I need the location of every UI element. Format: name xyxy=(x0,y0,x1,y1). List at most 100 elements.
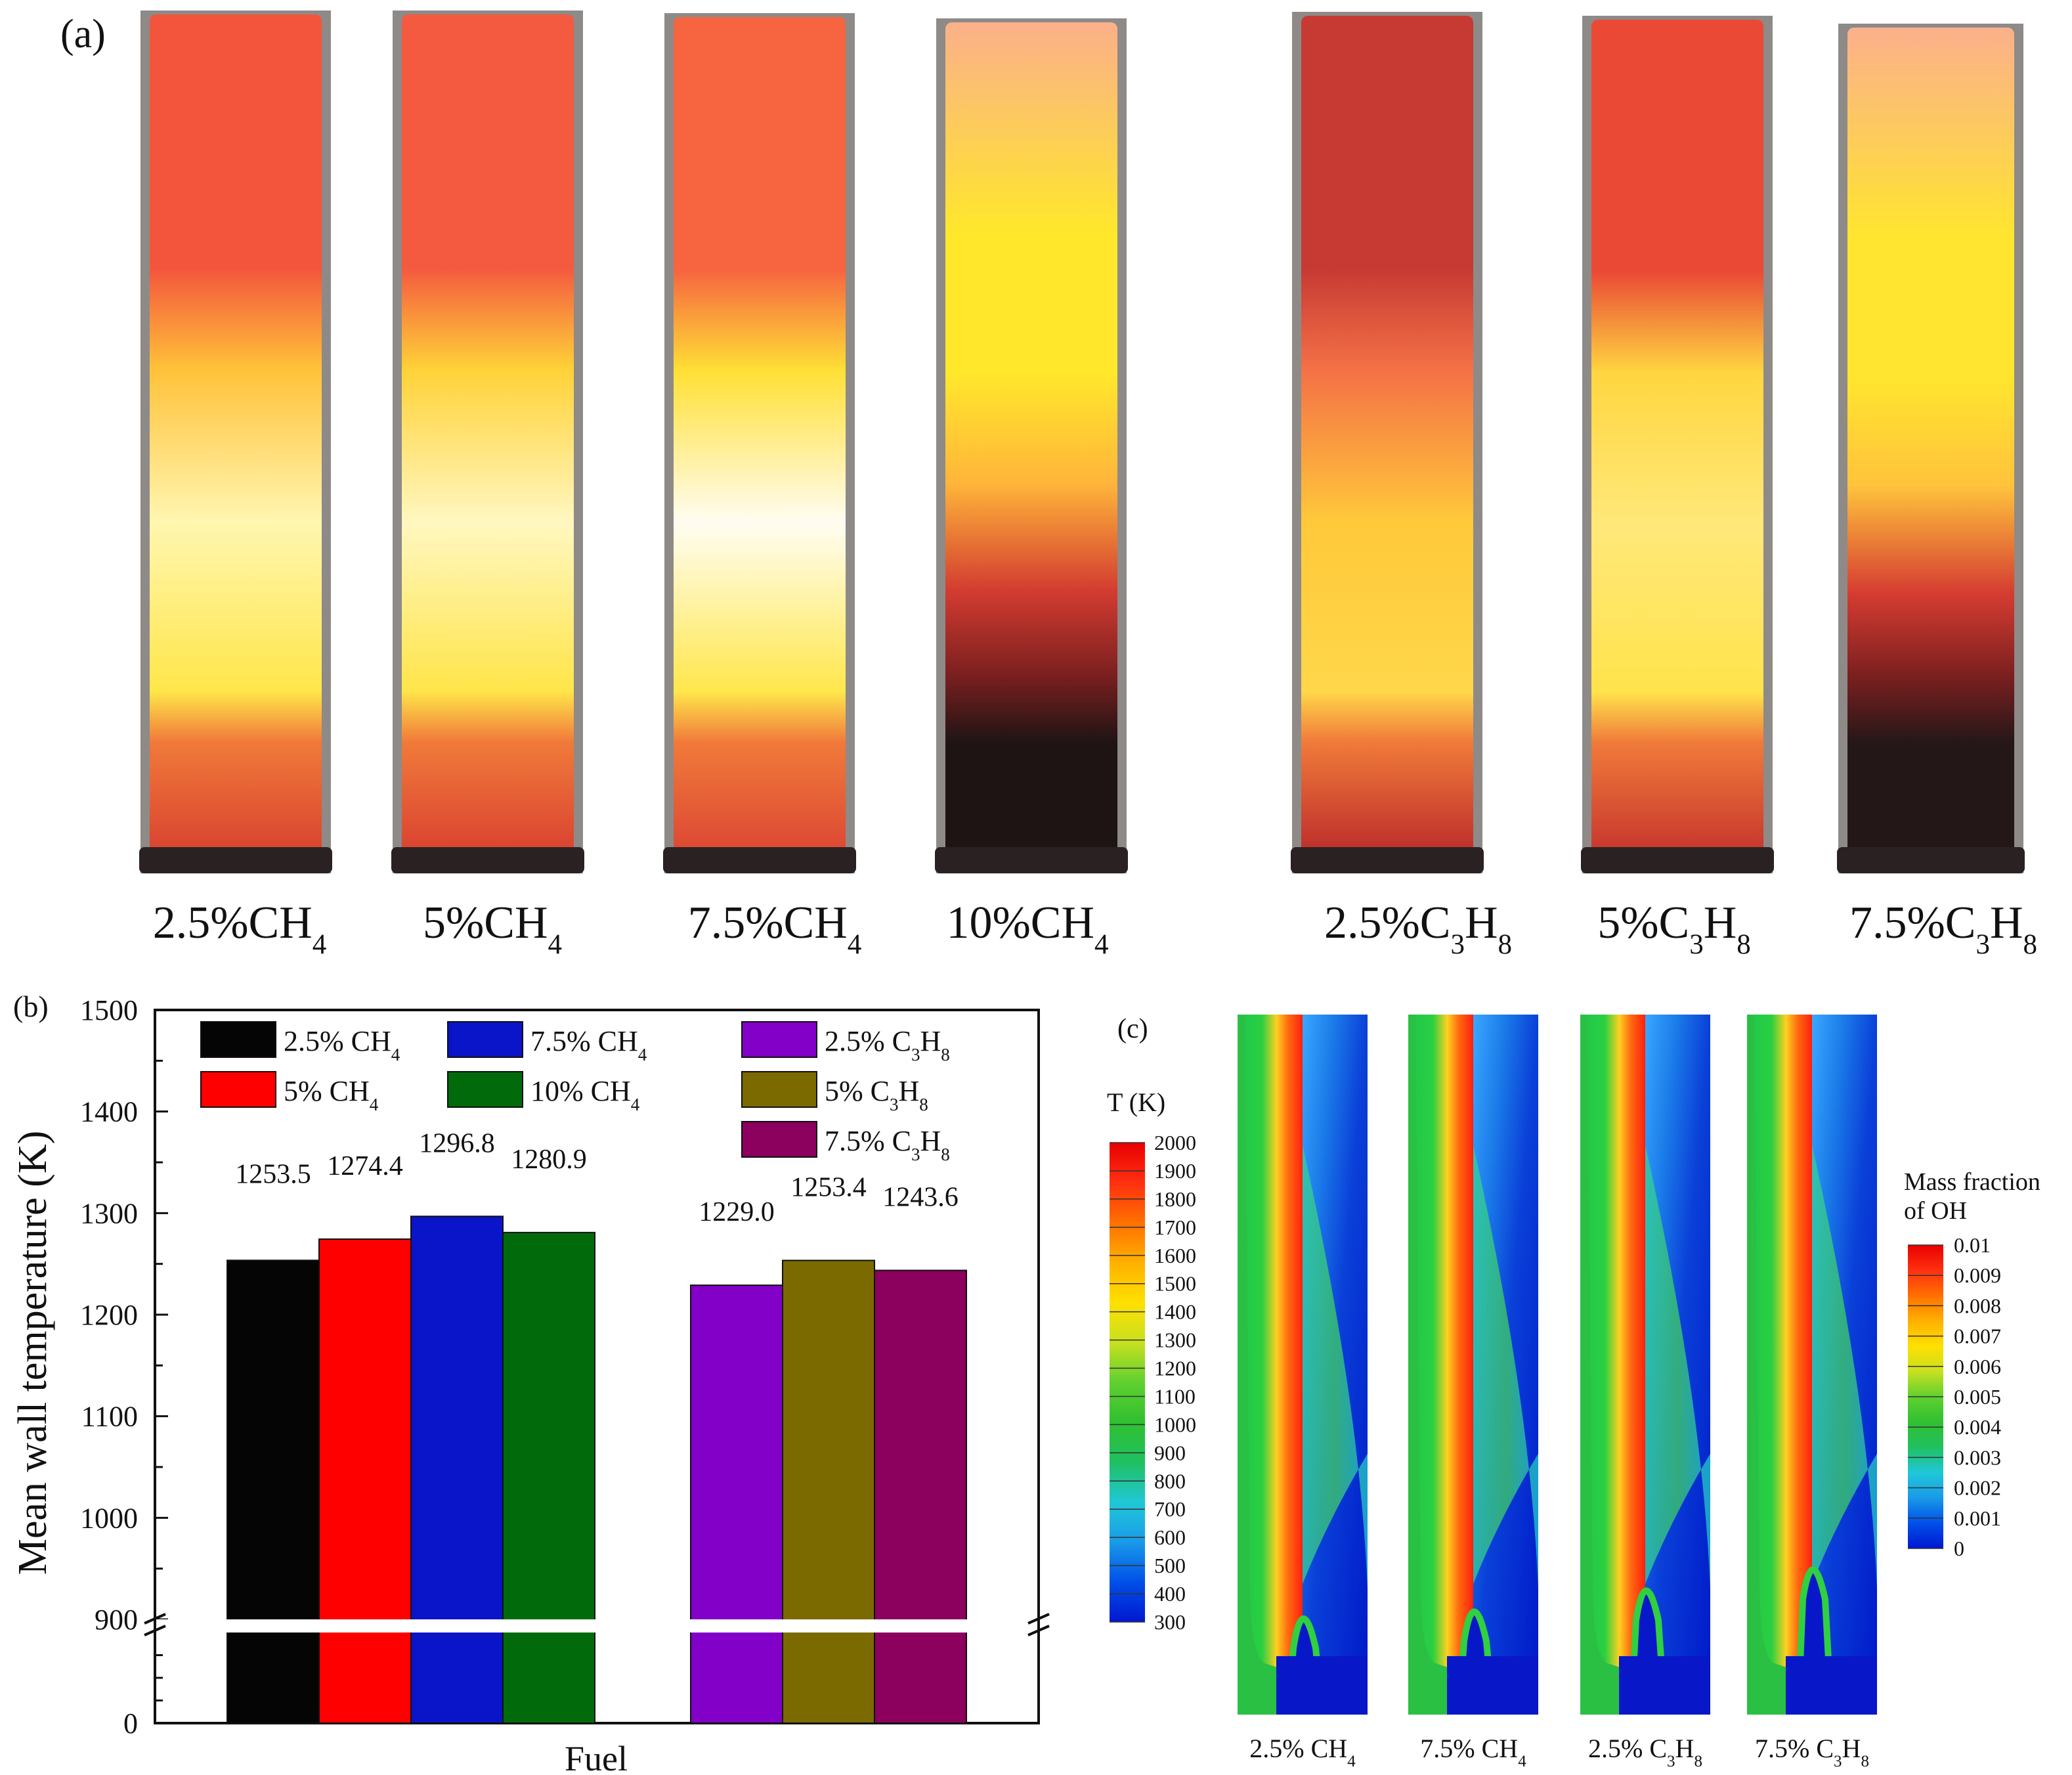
tube-label: 5%CH4 xyxy=(423,898,562,960)
bar-value-label: 1280.9 xyxy=(511,1145,587,1175)
oh-colorbar-title-line2: of OH xyxy=(1904,1197,1967,1225)
oh-plume xyxy=(1645,1145,1711,1605)
tube-photo: 7.5%C3H8 xyxy=(1837,24,2037,960)
oh-colorbar-title-line1: Mass fraction xyxy=(1904,1168,2040,1196)
bar xyxy=(410,1216,504,1724)
x-axis-title: Fuel xyxy=(565,1739,628,1775)
legend-label: 10% CH4 xyxy=(530,1075,640,1114)
panel-b-bar-chart: (b) 1253.5 1274.4 1296.8 1280.9 1229.0 1253.4… xyxy=(11,990,1050,1775)
contour-label: 2.5% C3H8 xyxy=(1588,1734,1702,1770)
legend-swatch xyxy=(200,1021,276,1058)
temperature-tick-label: 1000 xyxy=(1154,1413,1196,1436)
tube-label: 7.5%CH4 xyxy=(688,898,862,960)
legend-swatch xyxy=(447,1021,523,1058)
temperature-tick-label: 400 xyxy=(1154,1582,1186,1606)
legend-label: 7.5% C3H8 xyxy=(825,1125,950,1164)
oh-tick-label: 0.01 xyxy=(1954,1233,1991,1257)
legend-swatch xyxy=(200,1071,276,1108)
oh-tick-label: 0.005 xyxy=(1954,1385,2001,1409)
tube-label: 7.5%C3H8 xyxy=(1849,898,2037,960)
contour-plot: 7.5% C3H8 xyxy=(1746,1013,1878,1770)
temperature-tick-label: 1600 xyxy=(1154,1244,1196,1267)
temperature-tick-label: 700 xyxy=(1154,1497,1186,1521)
tube-label: 2.5%CH4 xyxy=(153,898,327,960)
temperature-tick-label: 600 xyxy=(1154,1525,1186,1549)
oh-tick-label: 0.008 xyxy=(1954,1294,2001,1317)
tube-photo: 5%C3H8 xyxy=(1581,16,1774,960)
temperature-field-hot xyxy=(1587,1014,1645,1676)
y-tick-label: 1400 xyxy=(80,1096,138,1128)
temperature-colorbar-title: T (K) xyxy=(1107,1087,1165,1117)
temperature-tick-label: 1500 xyxy=(1154,1272,1196,1296)
tube-photo: 7.5%CH4 xyxy=(663,13,861,960)
y-tick-label: 1500 xyxy=(80,994,138,1026)
glowing-tube xyxy=(674,17,846,860)
temperature-field-hot xyxy=(1754,1014,1812,1676)
glowing-tube xyxy=(402,14,574,860)
inlet-region xyxy=(1276,1656,1368,1715)
bar xyxy=(227,1260,320,1724)
bar xyxy=(782,1260,875,1724)
y-tick-label: 1100 xyxy=(81,1401,138,1433)
temperature-tick-label: 1100 xyxy=(1154,1384,1196,1408)
glowing-tube xyxy=(150,14,322,860)
inlet-region xyxy=(1786,1656,1878,1715)
oh-tick-label: 0.004 xyxy=(1954,1415,2001,1439)
oh-tick-label: 0.001 xyxy=(1954,1506,2001,1530)
oh-tick-label: 0.003 xyxy=(1954,1445,2001,1469)
legend-swatch xyxy=(741,1071,817,1108)
contour-label: 7.5% C3H8 xyxy=(1755,1734,1869,1770)
contour-plot: 7.5% CH4 xyxy=(1407,1013,1540,1770)
legend-label: 2.5% CH4 xyxy=(284,1025,400,1064)
temperature-tick-label: 500 xyxy=(1154,1554,1186,1577)
contour-frame xyxy=(1579,1013,1712,1716)
bar xyxy=(874,1269,967,1724)
legend-swatch xyxy=(447,1071,523,1108)
panel-a-photos: (a) 2.5%CH4 5%CH4 7.5%CH4 10%CH4 2.5%C3H8 5%C… xyxy=(60,11,2037,960)
axis-break-band xyxy=(156,1619,1037,1633)
y-tick-label: 1200 xyxy=(80,1299,138,1331)
bar-value-label: 1253.4 xyxy=(790,1172,867,1202)
legend-swatch xyxy=(741,1021,817,1058)
legend-label: 5% C3H8 xyxy=(825,1075,928,1114)
temperature-field-hot xyxy=(1245,1014,1303,1676)
oh-tick-label: 0 xyxy=(1954,1537,1964,1560)
legend-label: 5% CH4 xyxy=(284,1075,379,1114)
panel-a-label: (a) xyxy=(60,12,106,56)
bar-value-label: 1274.4 xyxy=(327,1151,403,1181)
tube-base xyxy=(1291,847,1484,873)
temperature-tick-label: 1400 xyxy=(1154,1300,1196,1324)
contour-plot: 2.5% CH4 xyxy=(1236,1013,1369,1770)
y-axis-title: Mean wall temperature (K) xyxy=(11,1131,55,1575)
tube-label: 2.5%C3H8 xyxy=(1324,898,1512,960)
tube-label: 10%CH4 xyxy=(946,898,1108,960)
contour-label: 7.5% CH4 xyxy=(1420,1734,1526,1770)
temperature-tick-label: 300 xyxy=(1154,1610,1186,1634)
glowing-tube xyxy=(945,22,1117,860)
temperature-tick-label: 1700 xyxy=(1154,1216,1196,1239)
oh-plume xyxy=(1812,1145,1878,1605)
temperature-colorbar xyxy=(1110,1143,1145,1622)
legend-label: 2.5% C3H8 xyxy=(825,1025,950,1064)
tube-base xyxy=(1837,847,2025,873)
tube-base xyxy=(139,847,332,873)
oh-tick-label: 0.002 xyxy=(1954,1476,2001,1500)
bar xyxy=(502,1231,595,1724)
contour-frame xyxy=(1407,1013,1540,1716)
axis-break-marks xyxy=(144,1613,1050,1636)
tube-photo: 10%CH4 xyxy=(935,18,1128,960)
glowing-tube xyxy=(1301,16,1473,860)
temperature-tick-label: 800 xyxy=(1154,1469,1186,1493)
oh-tick-label: 0.006 xyxy=(1954,1355,2001,1378)
oh-plume xyxy=(1473,1145,1539,1605)
temperature-field-hot xyxy=(1415,1014,1473,1676)
inlet-region xyxy=(1619,1656,1711,1715)
contour-frame xyxy=(1746,1013,1878,1716)
glowing-tube xyxy=(1847,28,2014,860)
temperature-tick-label: 2000 xyxy=(1154,1131,1196,1154)
bar-value-label: 1253.5 xyxy=(235,1159,311,1189)
tube-base xyxy=(935,847,1128,873)
panel-b-label: (b) xyxy=(13,990,49,1023)
y-tick-label: 1300 xyxy=(80,1197,138,1229)
